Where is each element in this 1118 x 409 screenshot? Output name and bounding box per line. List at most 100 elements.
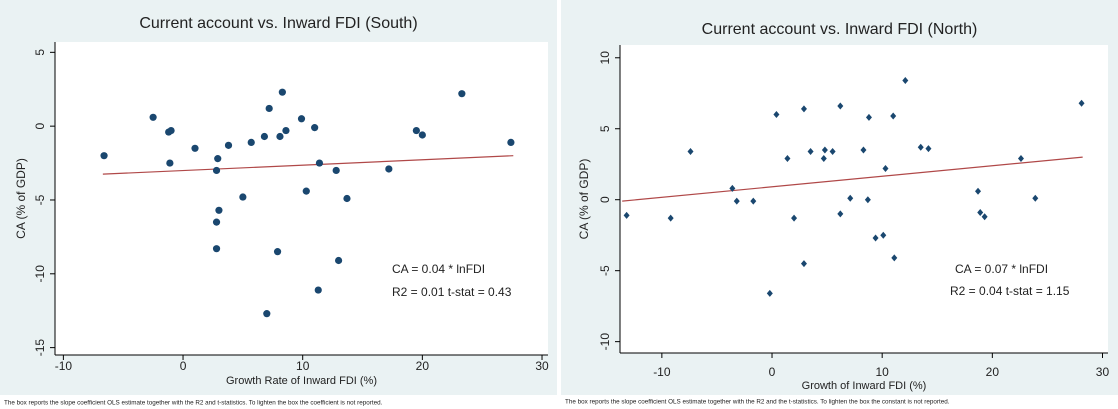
x-axis-title: Growth Rate of Inward FDI (%) xyxy=(226,375,377,387)
point xyxy=(334,256,343,265)
point xyxy=(385,165,393,173)
plot-area xyxy=(620,45,1108,353)
point xyxy=(847,194,854,202)
point xyxy=(282,126,290,135)
y-tick-label: 0 xyxy=(598,196,612,203)
point xyxy=(1078,99,1085,107)
x-axis-title: Growth of Inward FDI (%) xyxy=(802,380,927,392)
point xyxy=(864,196,871,204)
annotation: CA = 0.07 * lnFDI xyxy=(955,262,1048,276)
point xyxy=(865,113,872,121)
annotation: R2 = 0.04 t-stat = 1.15 xyxy=(950,284,1070,298)
x-tick-label: 0 xyxy=(769,365,776,379)
annotation: CA = 0.04 * lnFDI xyxy=(392,262,485,276)
y-axis-title: CA (% of GDP) xyxy=(14,158,28,239)
footnote: The box reports the slope coefficient OL… xyxy=(565,399,950,406)
chart-title: Current account vs. Inward FDI (South) xyxy=(139,15,417,32)
point xyxy=(882,164,889,172)
point xyxy=(263,310,271,318)
point xyxy=(191,144,199,152)
plot-area xyxy=(55,42,548,355)
point xyxy=(214,155,222,163)
x-tick-label: -10 xyxy=(55,359,73,373)
point xyxy=(311,124,319,132)
y-tick-label: 10 xyxy=(598,51,612,65)
point xyxy=(891,254,898,262)
point xyxy=(925,145,932,153)
point xyxy=(1017,155,1024,163)
point xyxy=(265,104,273,113)
y-tick-label: -5 xyxy=(598,265,612,276)
point xyxy=(212,166,221,175)
point xyxy=(224,141,233,149)
point xyxy=(829,147,836,155)
point xyxy=(687,147,694,155)
point xyxy=(315,159,324,167)
point xyxy=(820,155,827,163)
y-tick-label: -10 xyxy=(33,265,47,283)
point xyxy=(773,111,780,119)
chart-title: Current account vs. Inward FDI (North) xyxy=(702,21,978,38)
x-tick-label: -10 xyxy=(653,365,671,379)
point xyxy=(975,187,982,195)
point xyxy=(917,143,924,151)
point xyxy=(766,289,773,297)
point xyxy=(212,218,221,226)
point xyxy=(276,132,284,141)
y-tick-label: -5 xyxy=(33,194,47,205)
point xyxy=(733,197,740,205)
x-tick-label: 20 xyxy=(416,359,430,373)
point xyxy=(167,126,175,135)
point xyxy=(860,146,867,154)
point xyxy=(667,214,674,222)
point xyxy=(729,184,736,192)
point xyxy=(791,214,798,222)
point xyxy=(260,132,269,141)
point xyxy=(807,147,814,155)
x-tick-label: 30 xyxy=(535,359,549,373)
point xyxy=(458,90,466,98)
y-axis-title: CA (% of GDP) xyxy=(577,159,591,240)
x-tick-label: 10 xyxy=(875,365,889,379)
trend-line xyxy=(102,155,514,175)
point xyxy=(880,231,887,239)
point xyxy=(800,105,807,113)
y-tick-label: -10 xyxy=(598,333,612,351)
point xyxy=(215,206,223,214)
point xyxy=(212,245,221,253)
point xyxy=(623,211,630,219)
point xyxy=(166,159,174,167)
x-tick-label: 20 xyxy=(986,365,1000,379)
trend-line xyxy=(622,156,1083,202)
point xyxy=(247,138,255,146)
point xyxy=(837,210,844,218)
point xyxy=(100,152,108,160)
point xyxy=(149,113,157,121)
y-tick-label: -15 xyxy=(33,339,47,357)
y-tick-label: 5 xyxy=(598,125,612,132)
point xyxy=(314,286,322,294)
annotation: R2 = 0.01 t-stat = 0.43 xyxy=(392,285,512,299)
point xyxy=(981,213,988,221)
point xyxy=(1032,194,1039,202)
point xyxy=(297,115,306,123)
point xyxy=(507,138,515,146)
point xyxy=(750,197,757,205)
x-tick-label: 30 xyxy=(1096,365,1110,379)
point xyxy=(837,102,844,110)
x-tick-label: 0 xyxy=(180,359,187,373)
point xyxy=(418,131,426,139)
point xyxy=(273,248,282,256)
footnote: The box reports the slope coefficient OL… xyxy=(4,400,383,407)
point xyxy=(278,88,286,96)
x-tick-label: 10 xyxy=(296,359,310,373)
point xyxy=(412,126,420,135)
y-tick-label: 0 xyxy=(33,122,47,129)
point xyxy=(902,76,909,84)
point xyxy=(890,112,897,120)
point xyxy=(821,146,828,154)
point xyxy=(239,193,247,201)
y-tick-label: 5 xyxy=(33,49,47,56)
